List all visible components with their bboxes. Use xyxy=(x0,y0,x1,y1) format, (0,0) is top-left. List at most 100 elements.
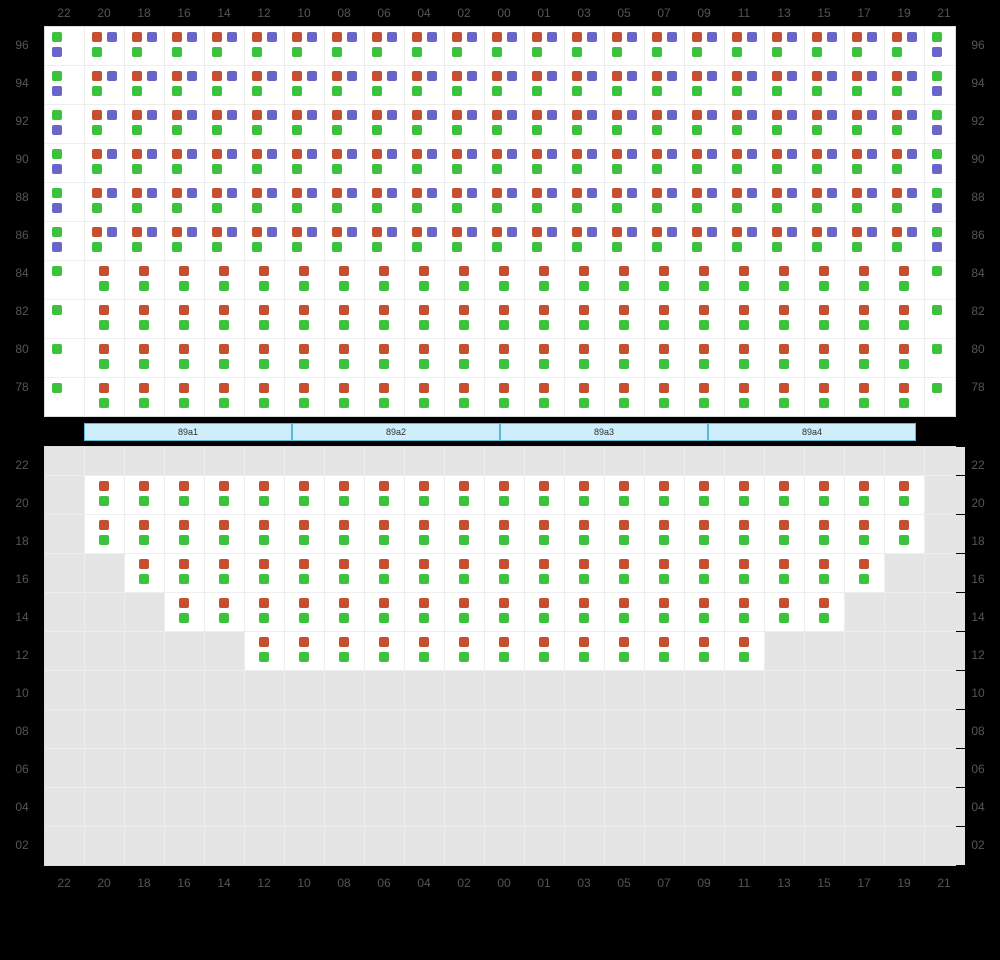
seat-cell[interactable] xyxy=(325,222,365,260)
seat-cell[interactable] xyxy=(605,827,645,865)
seat-cell[interactable] xyxy=(445,105,485,143)
seat-cell[interactable] xyxy=(725,593,765,631)
seat-cell[interactable] xyxy=(285,183,325,221)
seat-cell[interactable] xyxy=(205,515,245,553)
seat-cell[interactable] xyxy=(165,222,205,260)
seat-cell[interactable] xyxy=(85,66,125,104)
seat-cell[interactable] xyxy=(565,27,605,65)
seat-cell[interactable] xyxy=(885,222,925,260)
seat-cell[interactable] xyxy=(485,827,525,865)
seat-cell[interactable] xyxy=(765,554,805,592)
seat-cell[interactable] xyxy=(765,144,805,182)
seat-cell[interactable] xyxy=(325,515,365,553)
seat-cell[interactable] xyxy=(685,261,725,299)
seat-cell[interactable] xyxy=(285,66,325,104)
seat-cell[interactable] xyxy=(365,515,405,553)
seat-cell[interactable] xyxy=(885,515,925,553)
seat-cell[interactable] xyxy=(445,515,485,553)
seat-cell[interactable] xyxy=(805,476,845,514)
seat-cell[interactable] xyxy=(845,339,885,377)
seat-cell[interactable] xyxy=(285,300,325,338)
seat-cell[interactable] xyxy=(405,593,445,631)
seat-cell[interactable] xyxy=(645,105,685,143)
seat-cell[interactable] xyxy=(325,710,365,748)
seat-cell[interactable] xyxy=(445,183,485,221)
seat-cell[interactable] xyxy=(445,476,485,514)
seat-cell[interactable] xyxy=(245,749,285,787)
seat-cell[interactable] xyxy=(725,339,765,377)
seat-cell[interactable] xyxy=(245,300,285,338)
seat-cell[interactable] xyxy=(485,261,525,299)
seat-cell[interactable] xyxy=(445,632,485,670)
seat-cell[interactable] xyxy=(605,27,645,65)
seat-cell[interactable] xyxy=(765,710,805,748)
seat-cell[interactable] xyxy=(805,710,845,748)
seat-cell[interactable] xyxy=(925,144,965,182)
seat-cell[interactable] xyxy=(885,476,925,514)
seat-cell[interactable] xyxy=(805,66,845,104)
seat-cell[interactable] xyxy=(45,749,85,787)
seat-cell[interactable] xyxy=(325,447,365,475)
seat-cell[interactable] xyxy=(685,515,725,553)
seat-cell[interactable] xyxy=(365,749,405,787)
seat-cell[interactable] xyxy=(685,378,725,416)
seat-cell[interactable] xyxy=(245,447,285,475)
seat-cell[interactable] xyxy=(325,554,365,592)
seat-cell[interactable] xyxy=(165,593,205,631)
seat-cell[interactable] xyxy=(885,300,925,338)
seat-cell[interactable] xyxy=(205,671,245,709)
seat-cell[interactable] xyxy=(85,105,125,143)
seat-cell[interactable] xyxy=(485,710,525,748)
seat-cell[interactable] xyxy=(725,222,765,260)
seat-cell[interactable] xyxy=(725,300,765,338)
seat-cell[interactable] xyxy=(245,183,285,221)
seat-cell[interactable] xyxy=(325,632,365,670)
seat-cell[interactable] xyxy=(645,788,685,826)
seat-cell[interactable] xyxy=(725,671,765,709)
seat-cell[interactable] xyxy=(205,339,245,377)
seat-cell[interactable] xyxy=(485,183,525,221)
seat-cell[interactable] xyxy=(525,515,565,553)
seat-cell[interactable] xyxy=(885,105,925,143)
seat-cell[interactable] xyxy=(725,27,765,65)
seat-cell[interactable] xyxy=(445,593,485,631)
seat-cell[interactable] xyxy=(445,339,485,377)
seat-cell[interactable] xyxy=(405,300,445,338)
seat-cell[interactable] xyxy=(765,27,805,65)
seat-cell[interactable] xyxy=(485,671,525,709)
seat-cell[interactable] xyxy=(565,515,605,553)
seat-cell[interactable] xyxy=(165,300,205,338)
seat-cell[interactable] xyxy=(285,827,325,865)
seat-cell[interactable] xyxy=(165,144,205,182)
seat-cell[interactable] xyxy=(645,183,685,221)
seat-cell[interactable] xyxy=(685,476,725,514)
seat-cell[interactable] xyxy=(245,66,285,104)
seat-cell[interactable] xyxy=(605,105,645,143)
seat-cell[interactable] xyxy=(525,105,565,143)
seat-cell[interactable] xyxy=(405,339,445,377)
seat-cell[interactable] xyxy=(685,593,725,631)
seat-cell[interactable] xyxy=(725,105,765,143)
seat-cell[interactable] xyxy=(725,788,765,826)
seat-cell[interactable] xyxy=(445,827,485,865)
seat-cell[interactable] xyxy=(85,27,125,65)
seat-cell[interactable] xyxy=(685,554,725,592)
seat-cell[interactable] xyxy=(885,593,925,631)
seat-cell[interactable] xyxy=(325,671,365,709)
seat-cell[interactable] xyxy=(285,378,325,416)
seat-cell[interactable] xyxy=(485,554,525,592)
seat-cell[interactable] xyxy=(45,447,85,475)
seat-cell[interactable] xyxy=(725,515,765,553)
seat-cell[interactable] xyxy=(485,105,525,143)
seat-cell[interactable] xyxy=(365,183,405,221)
seat-cell[interactable] xyxy=(605,554,645,592)
seat-cell[interactable] xyxy=(325,378,365,416)
seat-cell[interactable] xyxy=(765,300,805,338)
seat-cell[interactable] xyxy=(365,378,405,416)
seat-cell[interactable] xyxy=(165,378,205,416)
seat-cell[interactable] xyxy=(325,66,365,104)
seat-cell[interactable] xyxy=(165,447,205,475)
seat-cell[interactable] xyxy=(245,339,285,377)
seat-cell[interactable] xyxy=(325,144,365,182)
seat-cell[interactable] xyxy=(45,593,85,631)
